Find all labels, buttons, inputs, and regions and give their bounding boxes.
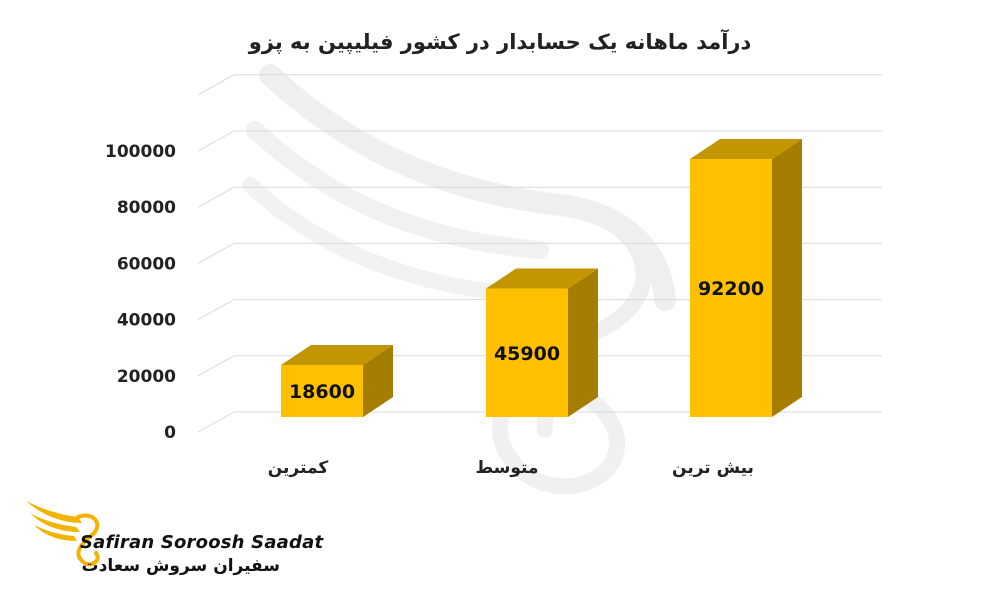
bar-2 bbox=[690, 139, 802, 417]
grid-diagonal-top bbox=[197, 74, 235, 96]
brand-name-english: Safiran Soroosh Saadat bbox=[80, 532, 324, 553]
y-tick-label: 40000 bbox=[117, 311, 176, 331]
category-label: بیش ترین bbox=[672, 458, 754, 478]
bar-side bbox=[363, 344, 393, 417]
data-label: 18600 bbox=[289, 381, 355, 403]
brand-logo bbox=[26, 501, 100, 567]
y-tick-label: 0 bbox=[164, 423, 176, 443]
bar-top bbox=[690, 139, 802, 159]
brand-name-persian: سفیران سروش سعادت bbox=[81, 556, 280, 576]
y-tick-label: 80000 bbox=[117, 198, 176, 218]
chart-title: درآمد ماهانه یک حسابدار در کشور فیلیپین … bbox=[248, 30, 752, 54]
bar-side bbox=[568, 268, 598, 417]
category-label: کمترین bbox=[268, 458, 329, 478]
grid-diagonal-3 bbox=[197, 242, 235, 264]
bar-1 bbox=[486, 268, 598, 417]
bar-side bbox=[772, 139, 802, 417]
grid-diagonal-1 bbox=[197, 355, 235, 377]
y-tick-label: 20000 bbox=[117, 367, 176, 387]
category-label: متوسط bbox=[475, 458, 538, 478]
grid-diagonal-5 bbox=[197, 130, 235, 152]
y-tick-label: 60000 bbox=[117, 254, 176, 274]
bar-top bbox=[281, 344, 393, 365]
grid-diagonal-0 bbox=[197, 411, 235, 433]
bar-front bbox=[690, 159, 772, 417]
bar-0 bbox=[281, 344, 393, 417]
watermark-wing-logo bbox=[242, 64, 676, 495]
grid-diagonal-4 bbox=[197, 186, 235, 208]
data-label: 92200 bbox=[698, 278, 764, 300]
bar-top bbox=[486, 268, 598, 289]
grid-diagonal-2 bbox=[197, 299, 235, 321]
wing-icon bbox=[26, 501, 100, 567]
bar-front bbox=[486, 288, 568, 417]
data-label: 45900 bbox=[494, 343, 560, 365]
bar-front bbox=[281, 364, 363, 417]
y-tick-label: 100000 bbox=[105, 142, 176, 162]
